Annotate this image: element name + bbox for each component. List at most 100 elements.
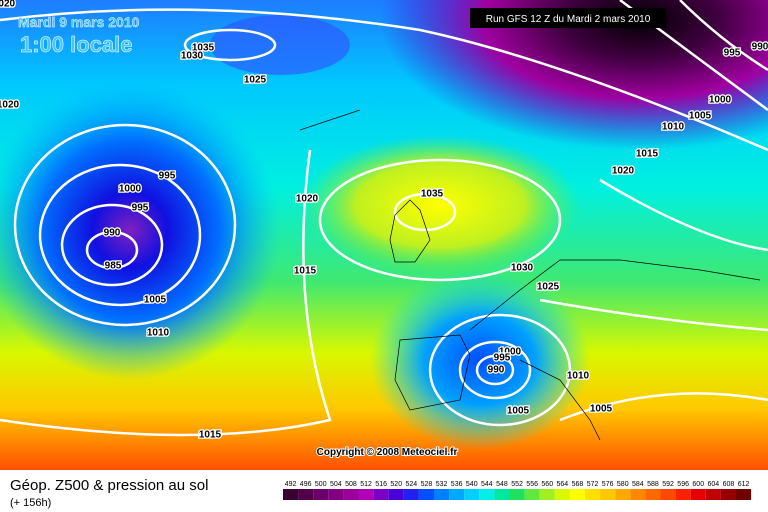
isobar-label: 995 bbox=[132, 203, 149, 214]
run-info: Run GFS 12 Z du Mardi 2 mars 2010 bbox=[486, 14, 651, 25]
isobar-label: 1015 bbox=[636, 149, 659, 160]
colorbar-label: 580 bbox=[617, 481, 629, 488]
map-time: 1:00 locale bbox=[20, 32, 133, 57]
colorbar-cell bbox=[736, 489, 752, 500]
colorbar-label: 548 bbox=[496, 481, 508, 488]
isobar-label: 990 bbox=[104, 228, 121, 239]
isobar-label: 1035 bbox=[192, 43, 215, 54]
isobar-label: 1000 bbox=[709, 95, 732, 106]
isobar-label: 1020 bbox=[296, 194, 319, 205]
isobar-label: 1010 bbox=[567, 371, 590, 382]
colorbar-label: 608 bbox=[723, 481, 735, 488]
isobar-label: 990 bbox=[752, 42, 768, 53]
colorbar-label: 496 bbox=[300, 481, 312, 488]
colorbar-label: 512 bbox=[360, 481, 372, 488]
copyright: Copyright © 2008 Meteociel.fr bbox=[317, 447, 458, 458]
colorbar-cell bbox=[660, 489, 676, 500]
colorbar-cell bbox=[479, 489, 495, 500]
colorbar-cell bbox=[705, 489, 721, 500]
isobar-labels: 1020103510301025102099510009959909851005… bbox=[0, 0, 768, 442]
footer-lead: (+ 156h) bbox=[10, 497, 51, 509]
isobar-label: 1010 bbox=[662, 122, 685, 133]
isobar-label: 995 bbox=[494, 353, 511, 364]
colorbar-cell bbox=[494, 489, 510, 500]
colorbar-label: 556 bbox=[526, 481, 538, 488]
isobar-label: 1005 bbox=[144, 295, 167, 306]
colorbar-label: 560 bbox=[541, 481, 553, 488]
isobar-label: 1025 bbox=[537, 282, 560, 293]
map: Run GFS 12 Z du Mardi 2 mars 2010 Mardi … bbox=[0, 0, 768, 470]
colorbar-label: 572 bbox=[587, 481, 599, 488]
colorbar-label: 540 bbox=[466, 481, 478, 488]
colorbar-cell bbox=[403, 489, 419, 500]
colorbar-cell bbox=[539, 489, 555, 500]
isobar-label: 1005 bbox=[590, 404, 613, 415]
colorbar-label: 592 bbox=[662, 481, 674, 488]
colorbar-label: 524 bbox=[406, 481, 418, 488]
colorbar-label: 536 bbox=[451, 481, 463, 488]
colorbar-label: 568 bbox=[572, 481, 584, 488]
colorbar-cell bbox=[585, 489, 601, 500]
colorbar-label: 600 bbox=[692, 481, 704, 488]
colorbar-label: 564 bbox=[557, 481, 569, 488]
colorbar-cell bbox=[524, 489, 540, 500]
colorbar-label: 508 bbox=[345, 481, 357, 488]
colorbar-cell bbox=[373, 489, 389, 500]
isobar-label: 1010 bbox=[147, 328, 170, 339]
colorbar-cell bbox=[630, 489, 646, 500]
colorbar-cell bbox=[554, 489, 570, 500]
colorbar-label: 544 bbox=[481, 481, 493, 488]
colorbar-cell bbox=[464, 489, 480, 500]
colorbar-cell bbox=[645, 489, 661, 500]
isobar-label: 1000 bbox=[119, 184, 142, 195]
isobar-label: 1020 bbox=[612, 166, 635, 177]
isobar-label: 1035 bbox=[421, 189, 444, 200]
isobar-label: 1005 bbox=[689, 111, 712, 122]
isobar-label: 1000 bbox=[499, 347, 522, 358]
colorbar-label: 612 bbox=[738, 481, 750, 488]
colorbar-cell bbox=[569, 489, 585, 500]
colorbar-label: 584 bbox=[632, 481, 644, 488]
isobar-label: 985 bbox=[105, 261, 122, 272]
isobar-label: 995 bbox=[159, 171, 176, 182]
colorbar-cell bbox=[449, 489, 465, 500]
colorbar-label: 552 bbox=[511, 481, 523, 488]
colorbar-label: 576 bbox=[602, 481, 614, 488]
colorbar-label: 504 bbox=[330, 481, 342, 488]
colorbar-label: 520 bbox=[390, 481, 402, 488]
colorbar-cell bbox=[358, 489, 374, 500]
footer-title: Géop. Z500 & pression au sol bbox=[10, 477, 208, 494]
colorbar-cell bbox=[283, 489, 299, 500]
isobar-label: 1025 bbox=[244, 75, 267, 86]
isobar-label: 1015 bbox=[199, 430, 222, 441]
isobar-label: 1020 bbox=[0, 0, 16, 10]
colorbar-cell bbox=[675, 489, 691, 500]
isobar-label: 1020 bbox=[0, 100, 20, 111]
isobar-label: 990 bbox=[488, 365, 505, 376]
colorbar-label: 596 bbox=[677, 481, 689, 488]
isobar-label: 1015 bbox=[294, 266, 317, 277]
colorbar-label: 604 bbox=[708, 481, 720, 488]
colorbar-cell bbox=[600, 489, 616, 500]
colorbar-cell bbox=[690, 489, 706, 500]
isobar-label: 1030 bbox=[181, 51, 204, 62]
colorbar-cell bbox=[615, 489, 631, 500]
colorbar-cell bbox=[509, 489, 525, 500]
colorbar-label: 492 bbox=[285, 481, 297, 488]
isobar-label: 995 bbox=[724, 48, 741, 59]
colorbar-cell bbox=[434, 489, 450, 500]
colorbar-label: 528 bbox=[421, 481, 433, 488]
colorbar-label: 500 bbox=[315, 481, 327, 488]
colorbar-cell bbox=[328, 489, 344, 500]
isobar-label: 1030 bbox=[511, 263, 534, 274]
colorbar-cell bbox=[720, 489, 736, 500]
colorbar-label: 588 bbox=[647, 481, 659, 488]
isobar-label: 1005 bbox=[507, 406, 530, 417]
colorbar: 492 496 500 504 508 512 516 520 524 528 532 536 540 5… bbox=[283, 481, 752, 500]
colorbar-cell bbox=[418, 489, 434, 500]
map-date: Mardi 9 mars 2010 bbox=[18, 14, 140, 30]
colorbar-cell bbox=[298, 489, 314, 500]
colorbar-cell bbox=[343, 489, 359, 500]
colorbar-label: 516 bbox=[375, 481, 387, 488]
